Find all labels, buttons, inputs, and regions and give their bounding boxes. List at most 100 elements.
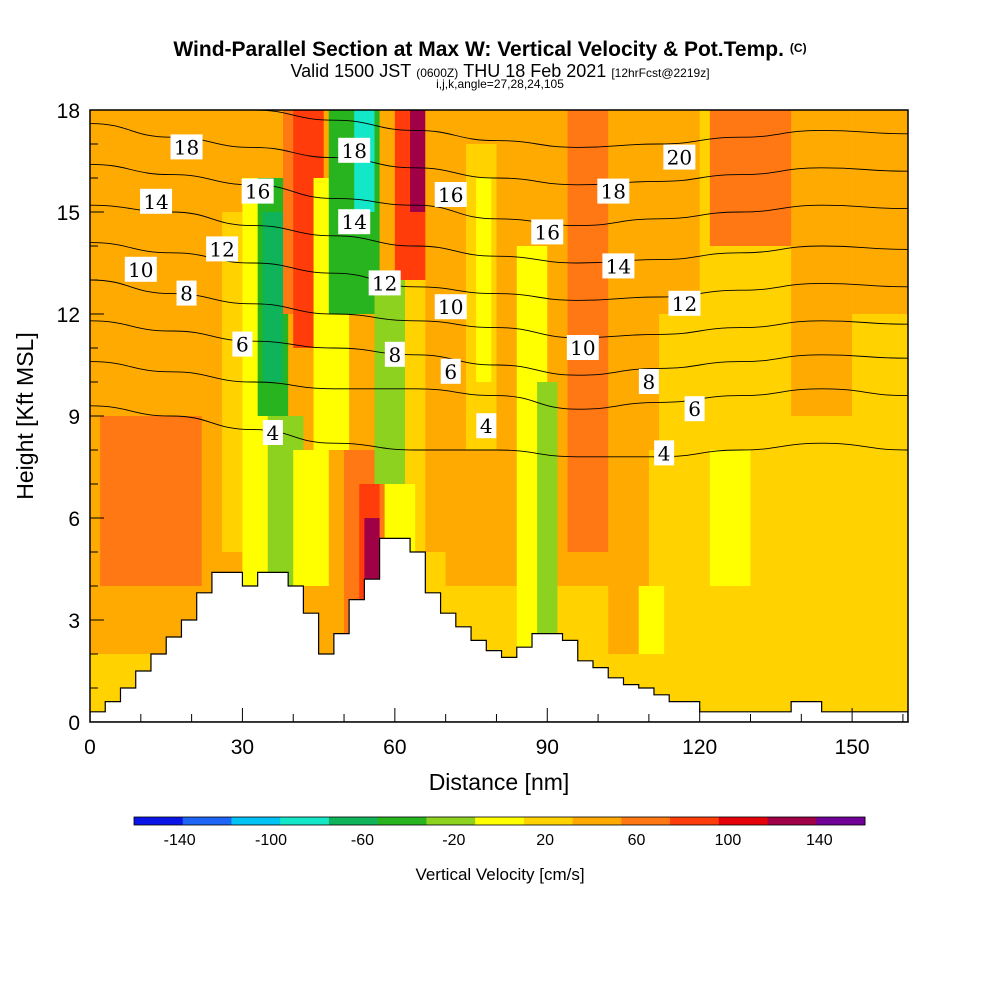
velocity-cell-34 [709, 110, 802, 246]
contour-label-text: 10 [128, 258, 153, 282]
colorbar-tick-140: 140 [806, 832, 833, 849]
y-tick-label-3: 3 [68, 610, 80, 633]
subtitle-zulu: (0600Z) [416, 66, 458, 80]
terrain-profile [90, 537, 908, 722]
x-axis-label: Distance [nm] [429, 769, 570, 795]
theta-contour-4 [90, 405, 908, 458]
contour-label-text: 18 [341, 139, 366, 163]
velocity-cell-22 [410, 110, 426, 212]
contour-label-text: 8 [180, 282, 193, 306]
y-axis-label: Height [Kft MSL] [12, 332, 38, 499]
velocity-cell-31 [659, 314, 908, 450]
plot-area: 1814108121664181412816106416102018141286… [90, 110, 908, 722]
contour-label-text: 20 [667, 146, 692, 170]
contour-label-14: 6 [440, 358, 461, 384]
velocity-cell-32 [638, 586, 665, 654]
colorbar-swatch-10 [621, 817, 671, 825]
contour-label-0: 18 [170, 134, 203, 160]
contour-label-text: 14 [341, 210, 366, 234]
colorbar-swatch-8 [523, 817, 574, 825]
potential-temperature-contours [90, 110, 908, 458]
contour-label-22: 8 [638, 369, 659, 394]
colorbar-tick--140: -140 [164, 832, 196, 849]
x-tick-label-60: 60 [383, 736, 406, 759]
contour-label-text: 6 [688, 397, 701, 421]
y-tick-label-6: 6 [68, 508, 80, 531]
colorbar-tick-60: 60 [628, 832, 646, 849]
colorbar-swatch-2 [231, 817, 281, 825]
colorbar-swatch-7 [475, 817, 525, 825]
velocity-cell-27 [537, 382, 558, 654]
contour-label-text: 18 [601, 180, 626, 204]
chart-indices: i,j,k,angle=27,28,24,105 [436, 77, 564, 91]
contour-label-21: 12 [668, 290, 701, 316]
x-axis-ticks: 0 30 60 90 120 150 [84, 708, 904, 759]
contour-label-16: 16 [531, 219, 564, 245]
contour-labels: 1814108121664181412816106416102018141286… [124, 134, 705, 466]
theta-contour-8 [90, 320, 908, 376]
contour-label-11: 8 [384, 341, 405, 367]
colorbar-tick--20: -20 [442, 832, 465, 849]
velocity-cell-25 [476, 178, 492, 382]
y-tick-label-18: 18 [57, 100, 80, 123]
contour-label-text: 16 [535, 220, 560, 244]
theta-contour-16 [90, 163, 908, 227]
colorbar-swatch-6 [426, 817, 476, 825]
contour-label-6: 6 [232, 331, 253, 357]
theta-contour-18 [90, 123, 908, 186]
theta-contour-14 [90, 204, 908, 264]
colorbar-swatch-5 [377, 817, 427, 825]
theta-contour-10 [90, 279, 908, 339]
contour-label-text: 4 [267, 421, 280, 445]
velocity-cell-35 [791, 110, 853, 416]
colorbar-swatch-3 [280, 817, 330, 825]
contour-label-1: 14 [140, 188, 173, 214]
colorbar-swatch-11 [670, 817, 720, 825]
contour-label-10: 12 [368, 270, 401, 296]
y-tick-label-0: 0 [68, 712, 80, 735]
contour-label-18: 20 [663, 144, 696, 170]
colorbar-swatch-1 [182, 817, 232, 825]
contour-label-4: 12 [206, 236, 239, 262]
chart-title: Wind-Parallel Section at Max W: Vertical… [173, 38, 806, 61]
contour-label-12: 16 [434, 182, 467, 207]
contour-label-text: 16 [245, 180, 270, 204]
contour-label-text: 14 [143, 190, 168, 214]
contour-label-23: 6 [684, 396, 705, 422]
subtitle-forecast: [12hrFcst@2219z] [611, 66, 709, 80]
subtitle-valid: Valid 1500 JST [290, 61, 411, 81]
velocity-cell-23 [425, 110, 446, 552]
y-tick-label-15: 15 [57, 202, 80, 225]
contour-label-15: 4 [476, 413, 497, 439]
contour-label-text: 8 [643, 370, 656, 394]
colorbar-frame [133, 816, 866, 826]
theta-contour-6 [90, 361, 908, 410]
contour-label-24: 4 [654, 440, 675, 466]
contour-label-3: 8 [176, 280, 197, 306]
contour-label-text: 4 [480, 414, 493, 438]
velocity-cell-3 [100, 416, 202, 586]
chart-subtitle: Valid 1500 JST (0600Z) THU 18 Feb 2021 [12h… [290, 61, 709, 81]
colorbar: -140 -100 -60 -20 20 60 100 140 [133, 816, 866, 849]
velocity-cell-33 [709, 450, 751, 586]
contour-label-text: 8 [388, 343, 401, 367]
y-tick-label-9: 9 [68, 406, 80, 429]
colorbar-tick-100: 100 [715, 832, 742, 849]
velocity-cell-19 [374, 280, 406, 484]
contour-label-19: 18 [597, 178, 630, 204]
subtitle-date: THU 18 Feb 2021 [463, 61, 606, 81]
contour-label-text: 6 [236, 333, 249, 357]
velocity-cell-8 [262, 212, 284, 382]
contour-label-text: 12 [209, 237, 234, 261]
contour-label-text: 6 [444, 360, 457, 384]
colorbar-swatch-9 [572, 817, 622, 825]
velocity-cell-12 [293, 450, 329, 586]
contour-label-17: 10 [566, 335, 599, 360]
contour-label-8: 18 [338, 137, 371, 163]
contour-label-text: 18 [174, 135, 199, 159]
theta-contour-20 [239, 110, 908, 148]
colorbar-swatch-12 [718, 817, 769, 825]
colorbar-label: Vertical Velocity [cm/s] [415, 865, 584, 884]
contour-label-9: 14 [338, 209, 371, 235]
velocity-cell-30 [648, 450, 908, 722]
